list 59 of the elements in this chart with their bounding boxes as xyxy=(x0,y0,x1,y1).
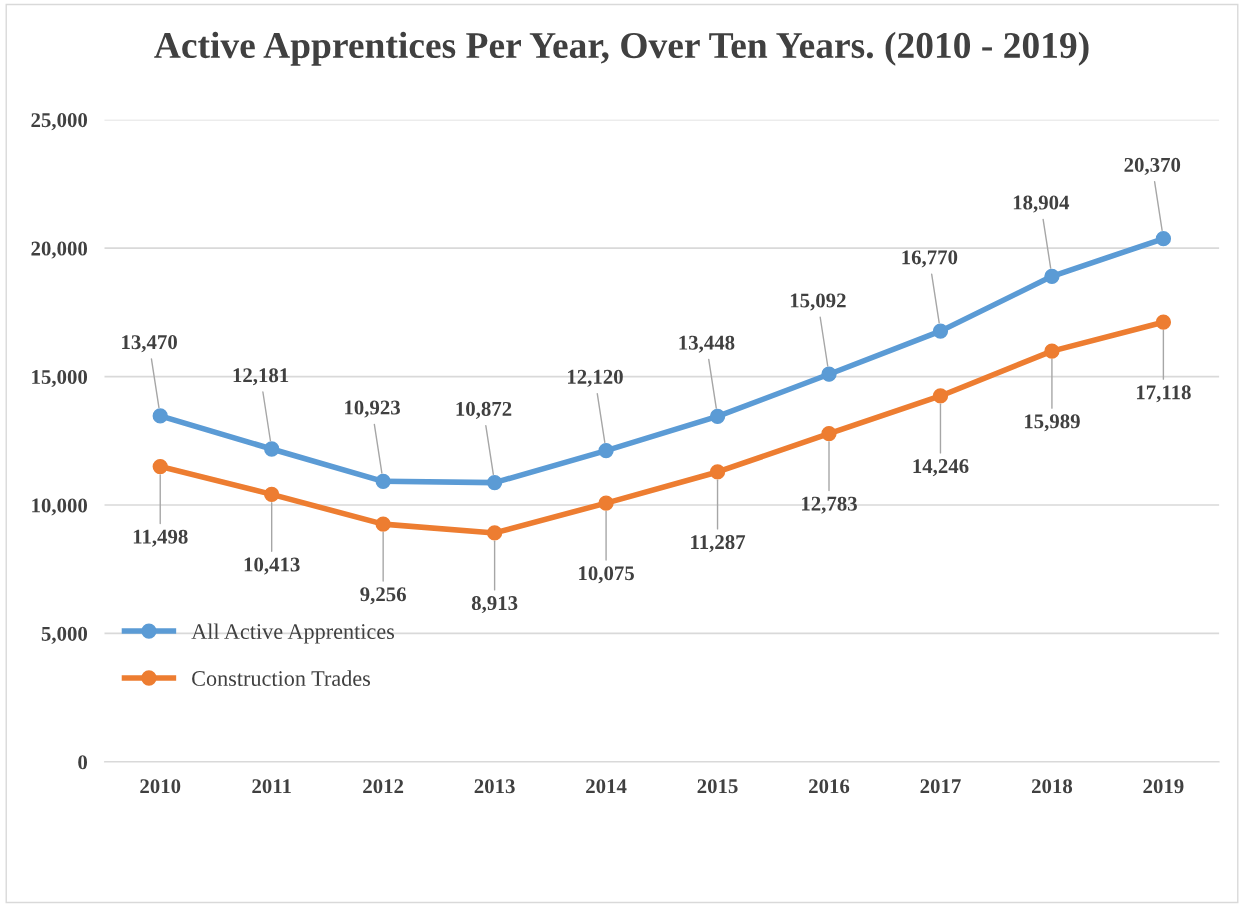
x-tick-label: 2014 xyxy=(586,779,627,794)
point xyxy=(932,323,949,339)
data-label: 15,092 xyxy=(790,293,846,311)
y-tick-label: 15,000 xyxy=(32,369,88,388)
data-label: 15,989 xyxy=(1024,414,1080,432)
data-label: 9,256 xyxy=(360,587,406,605)
y-tick-label: 25,000 xyxy=(31,113,88,131)
point xyxy=(1155,231,1172,247)
point xyxy=(821,425,837,442)
point xyxy=(375,473,391,489)
data-label: 12,783 xyxy=(802,496,857,514)
point xyxy=(152,458,168,475)
data-label: 16,770 xyxy=(902,250,958,268)
point xyxy=(375,516,391,532)
x-tick-label: 2011 xyxy=(252,779,291,794)
point xyxy=(486,525,503,541)
data-label: 10,872 xyxy=(456,401,512,419)
y-tick-label: 20,000 xyxy=(31,241,88,259)
data-label: 8,913 xyxy=(471,596,518,614)
data-label: 10,923 xyxy=(345,400,400,418)
x-tick-label: 2018 xyxy=(1031,779,1073,794)
data-label: 13,470 xyxy=(122,335,177,353)
data-label: 10,413 xyxy=(244,557,300,575)
point xyxy=(598,442,614,459)
data-label: 20,370 xyxy=(1124,157,1181,175)
data-label: 11,498 xyxy=(133,529,188,547)
legend-label: All Active Apprentices xyxy=(191,623,395,644)
x-tick-label: 2019 xyxy=(1143,779,1184,794)
point xyxy=(264,441,280,457)
point xyxy=(932,388,949,404)
point xyxy=(486,474,503,491)
data-label: 17,118 xyxy=(1136,385,1191,403)
point xyxy=(709,464,726,480)
legend-label: Construction Trades xyxy=(192,670,371,686)
point xyxy=(598,495,614,511)
point xyxy=(152,408,168,424)
data-label: 11,287 xyxy=(691,535,746,553)
point xyxy=(1044,268,1060,284)
x-tick-label: 2013 xyxy=(474,779,515,794)
x-tick-label: 2012 xyxy=(363,779,404,794)
point xyxy=(1044,343,1060,359)
x-tick-label: 2016 xyxy=(809,779,850,794)
x-tick-label: 2017 xyxy=(920,779,961,794)
chart-title: Active Apprentices Per Year, Over Ten Years. (2010 - 2019) xyxy=(154,31,1089,66)
y-tick-label: 10,000 xyxy=(32,498,88,516)
point xyxy=(709,408,726,425)
point xyxy=(264,486,280,503)
data-label: 10,075 xyxy=(579,566,634,584)
x-tick-label: 2010 xyxy=(140,779,181,794)
y-tick-label: 5,000 xyxy=(41,626,88,644)
y-tick-label: 0 xyxy=(78,755,88,770)
point xyxy=(821,366,837,382)
data-label: 18,904 xyxy=(1013,195,1070,213)
data-label: 12,181 xyxy=(233,368,289,386)
data-label: 14,246 xyxy=(913,459,969,477)
x-tick-label: 2015 xyxy=(697,779,738,794)
point xyxy=(1155,314,1172,330)
data-label: 12,120 xyxy=(567,369,623,387)
data-label: 13,448 xyxy=(679,335,735,353)
